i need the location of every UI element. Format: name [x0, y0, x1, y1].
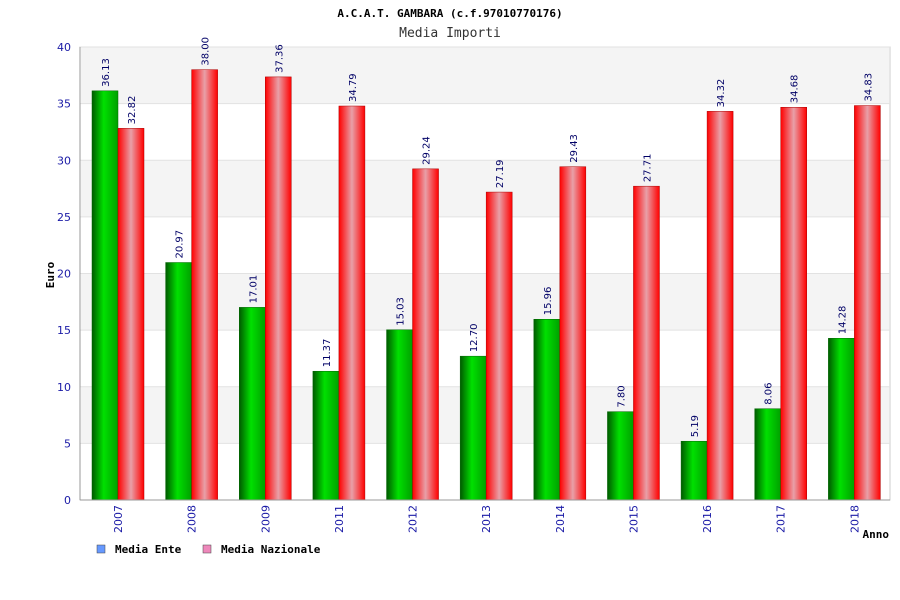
- data-label: 37.36: [274, 44, 285, 73]
- y-tick-label: 0: [64, 494, 71, 507]
- data-label: 29.43: [569, 134, 580, 163]
- bar-media-nazionale: [412, 168, 439, 501]
- bar-media-nazionale: [485, 191, 513, 501]
- y-tick-label: 35: [57, 98, 71, 111]
- value-labels: 36.13 32.82 20.97 38.00 17.01 37.36 11.37 34.79…: [101, 37, 874, 437]
- bar-media-nazionale: [633, 185, 660, 501]
- chart-title: A.C.A.T. GAMBARA (c.f.97010770176): [337, 7, 562, 20]
- chart-subtitle: Media Importi: [399, 26, 501, 41]
- data-label: 17.01: [248, 275, 259, 304]
- legend-swatch: [96, 544, 106, 554]
- data-label: 20.97: [175, 230, 186, 259]
- bars: [91, 69, 881, 501]
- data-label: 5.19: [690, 415, 701, 437]
- data-label: 34.83: [863, 73, 874, 102]
- data-label: 14.28: [837, 306, 848, 335]
- data-label: 32.82: [127, 96, 138, 125]
- data-label: 27.71: [642, 154, 653, 183]
- x-axis: 2007 2008 2009 2011 2012 2013 2014 2015 2016 2017…: [80, 499, 890, 533]
- bar-media-ente: [459, 355, 487, 501]
- data-label: 34.68: [790, 75, 801, 104]
- y-tick-label: 40: [57, 41, 71, 54]
- x-tick-label: 2018: [848, 505, 861, 533]
- data-label: 29.24: [422, 136, 433, 165]
- x-tick-label: 2008: [186, 505, 199, 533]
- legend-entry: Media Nazionale: [221, 543, 321, 556]
- data-label: 34.79: [348, 73, 359, 102]
- x-tick-label: 2015: [627, 505, 640, 533]
- bar-media-ente: [828, 338, 855, 501]
- x-tick-label: 2016: [701, 505, 714, 533]
- bar-media-ente: [312, 370, 340, 501]
- data-label: 15.96: [543, 287, 554, 316]
- y-tick-label: 30: [57, 154, 71, 167]
- x-tick-label: 2017: [775, 505, 788, 533]
- bar-media-ente: [386, 329, 413, 501]
- y-tick-label: 5: [64, 437, 71, 450]
- bar-media-nazionale: [854, 105, 881, 501]
- data-label: 34.32: [716, 79, 727, 108]
- data-label: 38.00: [201, 37, 212, 66]
- data-label: 36.13: [101, 58, 112, 87]
- bar-media-nazionale: [559, 166, 587, 501]
- bar-media-nazionale: [191, 69, 218, 501]
- legend-entry: Media Ente: [115, 543, 182, 556]
- y-tick-label: 10: [57, 381, 71, 394]
- bar-media-ente: [607, 411, 634, 501]
- bar-media-nazionale: [706, 111, 734, 501]
- y-tick-label: 25: [57, 211, 71, 224]
- data-label: 27.19: [495, 159, 506, 188]
- y-axis: 0 5 10 15 20 25 30 35 40: [57, 41, 81, 507]
- legend: Media Ente Media Nazionale: [96, 543, 321, 556]
- bar-media-ente: [91, 90, 119, 501]
- x-tick-label: 2012: [407, 505, 420, 533]
- x-axis-label: Anno: [863, 528, 890, 541]
- y-tick-label: 15: [57, 324, 71, 337]
- x-tick-label: 2011: [333, 505, 346, 533]
- data-label: 7.80: [616, 385, 627, 407]
- bar-media-nazionale: [780, 106, 807, 501]
- bar-media-ente: [239, 307, 266, 501]
- bar-media-nazionale: [265, 76, 292, 501]
- data-label: 8.06: [764, 382, 775, 404]
- bar-media-ente: [754, 408, 781, 501]
- legend-swatch: [202, 544, 212, 554]
- bar-media-ente: [680, 440, 708, 501]
- x-tick-label: 2014: [554, 505, 567, 533]
- data-label: 12.70: [469, 324, 480, 353]
- x-tick-label: 2009: [259, 505, 272, 533]
- bar-media-ente: [165, 262, 192, 501]
- bar-media-nazionale: [338, 105, 366, 501]
- x-tick-label: 2013: [480, 505, 493, 533]
- data-label: 15.03: [396, 297, 407, 326]
- y-tick-label: 20: [57, 268, 71, 281]
- y-axis-label: Euro: [44, 261, 57, 288]
- bar-media-ente: [533, 319, 561, 501]
- data-label: 11.37: [322, 339, 333, 368]
- x-tick-label: 2007: [112, 505, 125, 533]
- bar-media-nazionale: [117, 128, 145, 501]
